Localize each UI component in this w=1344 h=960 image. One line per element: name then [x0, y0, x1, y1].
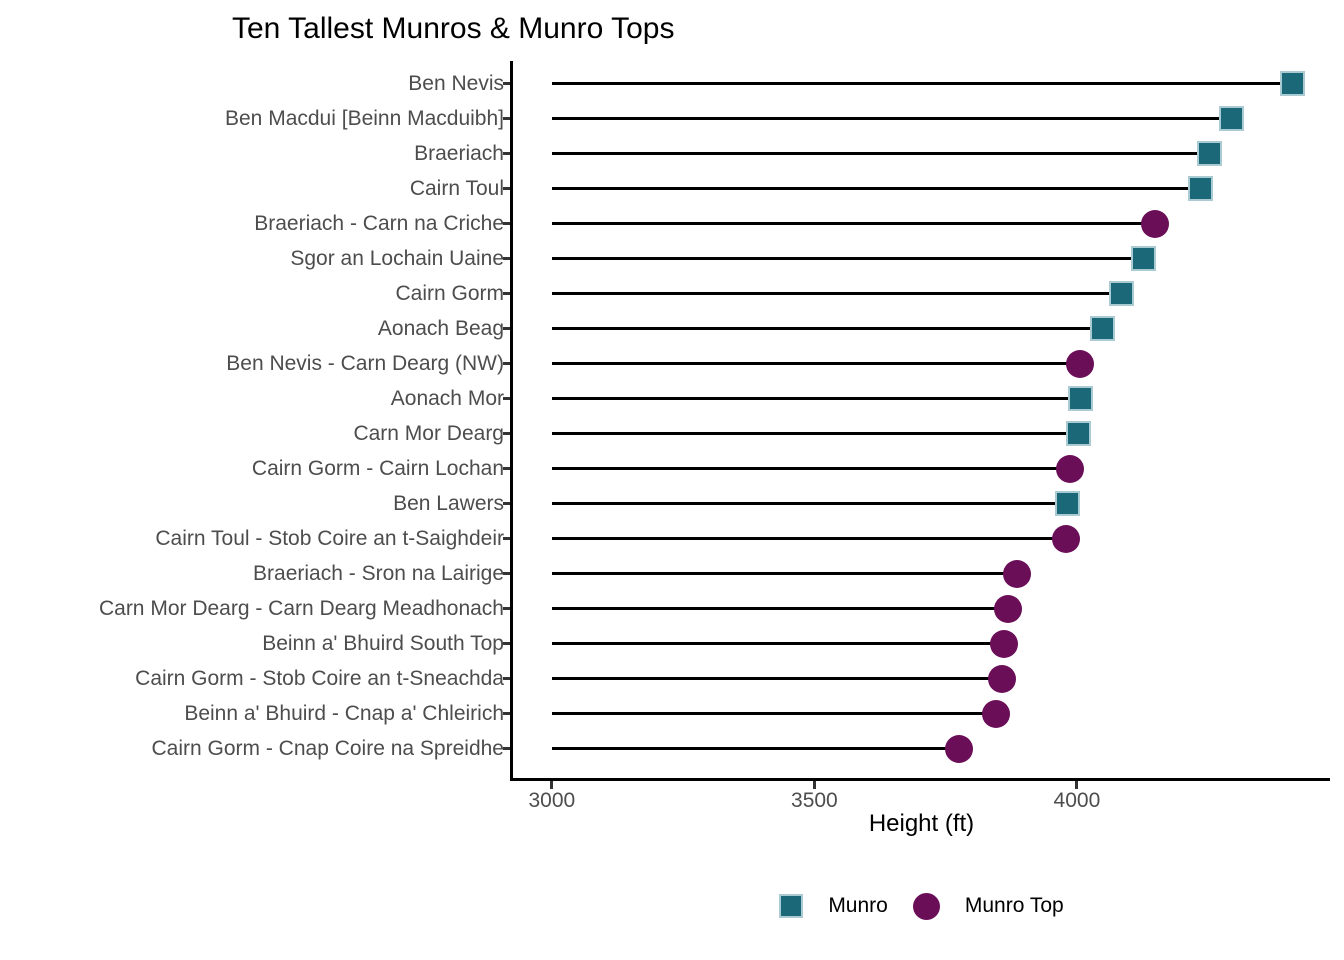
legend-label-munro-top: Munro Top: [964, 894, 1064, 917]
munro-top-marker: [1052, 524, 1081, 553]
y-axis-label: Braeriach: [414, 141, 504, 165]
munro-marker: [1219, 106, 1245, 131]
y-axis-tick: [503, 432, 510, 435]
y-axis-label: Aonach Beag: [377, 316, 504, 340]
munro-top-marker: [1055, 454, 1084, 483]
munro-top-marker: [1002, 559, 1031, 588]
munro-marker: [1090, 316, 1116, 341]
y-axis-label: Ben Nevis: [408, 71, 504, 95]
y-axis-tick: [503, 572, 510, 575]
y-axis-tick: [503, 397, 510, 400]
x-axis-tick: [550, 781, 554, 789]
y-axis-tick: [503, 82, 510, 85]
y-axis-label: Cairn Toul: [409, 176, 504, 200]
y-axis-tick: [503, 502, 510, 505]
y-axis-label: Ben Lawers: [393, 491, 504, 515]
lollipop-stem: [551, 677, 1003, 680]
munro-top-marker: [1141, 209, 1170, 238]
y-axis-tick: [503, 257, 510, 260]
lollipop-stem: [551, 572, 1017, 575]
chart-title: Ten Tallest Munros & Munro Tops: [232, 12, 675, 45]
y-axis-tick: [503, 607, 510, 610]
munro-marker: [1108, 281, 1134, 306]
lollipop-stem: [551, 292, 1121, 295]
munro-top-marker: [981, 699, 1010, 728]
munro-top-marker: [945, 734, 974, 763]
y-axis-label: Beinn a' Bhuird - Cnap a' Chleirich: [184, 701, 504, 725]
lollipop-stem: [551, 747, 960, 750]
munro-marker: [1067, 386, 1093, 411]
y-axis-tick: [503, 292, 510, 295]
y-axis-tick: [503, 187, 510, 190]
lollipop-stem: [551, 222, 1156, 225]
y-axis-label: Carn Mor Dearg - Carn Dearg Meadhonach: [98, 596, 504, 620]
lollipop-stem: [551, 502, 1068, 505]
lollipop-stem: [551, 537, 1067, 540]
legend-label-munro: Munro: [828, 894, 888, 917]
x-axis-tick-label: 3000: [528, 789, 576, 812]
y-axis-label: Cairn Gorm: [395, 281, 504, 305]
y-axis-tick: [503, 712, 510, 715]
y-axis-tick: [503, 117, 510, 120]
y-axis-line: [510, 61, 513, 781]
munro-top-marker: [988, 664, 1017, 693]
y-axis-tick: [503, 327, 510, 330]
legend: Munro Munro Top: [513, 888, 1330, 924]
lollipop-stem: [551, 187, 1201, 190]
y-axis-label: Ben Macdui [Beinn Macduibh]: [225, 106, 504, 130]
lollipop-stem: [551, 397, 1081, 400]
lollipop-stem: [551, 117, 1232, 120]
y-axis-label: Carn Mor Dearg: [353, 421, 504, 445]
y-axis-label: Cairn Gorm - Stob Coire an t-Sneachda: [135, 666, 504, 690]
lollipop-stem: [551, 152, 1210, 155]
y-axis-label: Braeriach - Sron na Lairige: [253, 561, 504, 585]
lollipop-stem: [551, 257, 1144, 260]
y-axis-tick: [503, 642, 510, 645]
lollipop-stem: [551, 82, 1293, 85]
lollipop-stem: [551, 607, 1008, 610]
munro-marker: [1280, 71, 1306, 96]
y-axis-label: Sgor an Lochain Uaine: [290, 246, 504, 270]
legend-key-munro-square-icon: [779, 894, 804, 918]
munro-marker: [1055, 491, 1081, 516]
y-axis-tick: [503, 467, 510, 470]
y-axis-tick: [503, 677, 510, 680]
munro-top-marker: [993, 594, 1022, 623]
x-axis-tick-label: 4000: [1053, 789, 1101, 812]
x-axis-line: [510, 778, 1330, 781]
munro-top-marker: [1066, 349, 1095, 378]
legend-key-munro-top-circle-icon: [912, 892, 940, 920]
lollipop-stem: [551, 467, 1070, 470]
y-axis-tick: [503, 152, 510, 155]
y-axis-label: Aonach Mor: [390, 386, 504, 410]
y-axis-tick: [503, 222, 510, 225]
lollipop-stem: [551, 642, 1005, 645]
y-axis-label: Ben Nevis - Carn Dearg (NW): [226, 351, 504, 375]
y-axis-label: Braeriach - Carn na Criche: [254, 211, 504, 235]
y-axis-tick: [503, 537, 510, 540]
x-axis-title: Height (ft): [868, 810, 975, 837]
y-axis-label: Cairn Toul - Stob Coire an t-Saighdeir: [155, 526, 504, 550]
y-axis-tick: [503, 362, 510, 365]
munro-marker: [1065, 421, 1091, 446]
y-axis-label: Cairn Gorm - Cnap Coire na Spreidhe: [151, 736, 505, 760]
y-axis-label: Cairn Gorm - Cairn Lochan: [251, 456, 504, 480]
lollipop-stem: [551, 432, 1079, 435]
munro-top-marker: [990, 629, 1019, 658]
munro-marker: [1188, 176, 1214, 201]
munro-marker: [1196, 141, 1222, 166]
y-axis-tick: [503, 747, 510, 750]
lollipop-stem: [551, 362, 1081, 365]
x-axis-tick: [1075, 781, 1079, 789]
lollipop-stem: [551, 327, 1103, 330]
x-axis-tick-label: 3500: [791, 789, 838, 812]
x-axis-tick: [812, 781, 816, 789]
lollipop-stem: [551, 712, 996, 715]
y-axis-label: Beinn a' Bhuird South Top: [262, 631, 504, 655]
munro-marker: [1131, 246, 1157, 271]
